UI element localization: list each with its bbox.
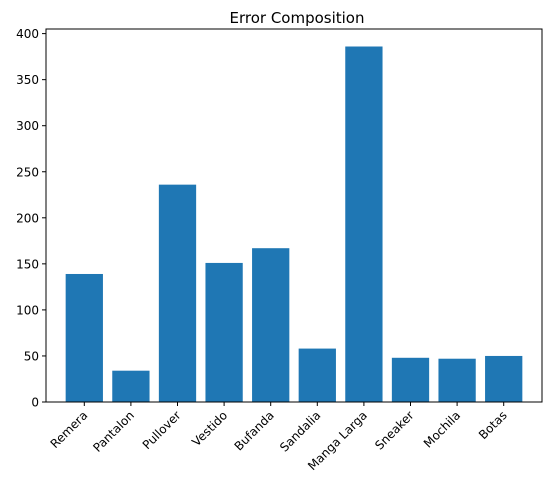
- bar-sneaker: [391, 357, 430, 402]
- plot-frame: [45, 28, 543, 403]
- bar-mochila: [438, 358, 476, 402]
- y-tick-label: 100: [16, 303, 39, 317]
- y-tick-label: 50: [24, 349, 39, 363]
- bar-remera: [65, 273, 103, 402]
- bar-bufanda: [252, 248, 290, 402]
- y-tick-label: 200: [16, 211, 39, 225]
- y-tick-label: 150: [16, 257, 39, 271]
- y-tick-label: 0: [31, 396, 39, 410]
- y-tick-label: 400: [16, 27, 39, 41]
- bars-layer: [65, 46, 523, 402]
- bar-sandalia: [298, 348, 336, 402]
- chart-title: Error Composition: [229, 9, 364, 27]
- y-axis: 0 50 100 150 200 250 300 350 400: [16, 27, 46, 410]
- bar-botas: [485, 355, 523, 402]
- bar-pantalon: [112, 370, 150, 402]
- y-tick-label: 250: [16, 165, 39, 179]
- y-tick-label: 350: [16, 73, 39, 87]
- bar-pullover: [158, 184, 197, 402]
- y-tick-label: 300: [16, 119, 39, 133]
- bar-vestido: [205, 262, 243, 402]
- bar-manga-larga: [345, 46, 383, 402]
